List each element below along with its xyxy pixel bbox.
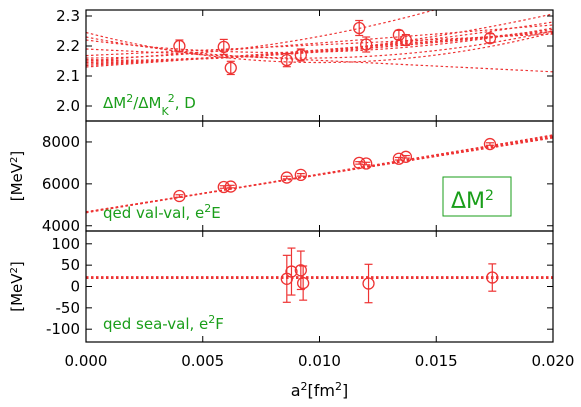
fit-curve	[86, 13, 553, 61]
fit-curve	[86, 24, 553, 62]
data-point	[173, 189, 186, 203]
data-point	[294, 48, 307, 62]
fit-curve	[86, 31, 553, 68]
fit-curve	[86, 28, 553, 64]
x-axis-label: a2[fm2]	[291, 380, 349, 401]
fit-curves	[86, 276, 553, 279]
fit-curve	[86, 31, 553, 65]
data-point	[360, 157, 373, 170]
data-point	[483, 137, 497, 151]
panel-dm2: 4000 6000 8000 qed val-val, e2E ΔM2 [MeV2]	[8, 120, 554, 235]
big-label: ΔM2	[451, 188, 494, 214]
y-tick-label: -50	[56, 299, 81, 317]
data-point	[353, 21, 366, 35]
y-tick-label: 2.1	[56, 67, 80, 85]
x-tick-label: 0.015	[415, 352, 458, 370]
fit-curve	[86, 10, 437, 59]
data-point	[399, 150, 413, 163]
data-point	[360, 38, 373, 51]
data-point	[399, 33, 413, 47]
fit-curve	[86, 134, 553, 213]
y-tick-label: 8000	[42, 133, 80, 151]
data-point	[173, 39, 186, 53]
fit-curve	[86, 31, 553, 64]
fit-curve	[86, 30, 553, 59]
fit-curves	[86, 10, 553, 73]
y-tick-label: 4000	[42, 217, 80, 235]
data-point	[353, 156, 366, 170]
panel-annotation: qed sea-val, e2F	[103, 313, 224, 334]
data-points	[280, 247, 499, 304]
panel-ratio: 2.0 2.1 2.2 2.3 ΔM2/ΔMK2, D	[56, 7, 554, 122]
data-point	[217, 40, 230, 54]
y-tick-label: 100	[51, 235, 80, 253]
data-point	[294, 168, 307, 181]
data-point	[483, 32, 497, 45]
fit-curve	[86, 21, 553, 62]
x-tick-label: 0.020	[532, 352, 575, 370]
y-tick-label: -100	[46, 320, 80, 338]
panel-annotation: qed val-val, e2E	[103, 202, 221, 223]
x-tick-label: 0.005	[181, 352, 224, 370]
y-tick-label: 2.2	[56, 37, 80, 55]
panel-frame	[85, 230, 554, 343]
panel-annotation: ΔM2/ΔMK2, D	[103, 92, 196, 118]
y-axis-label: [MeV2]	[8, 261, 26, 312]
x-tick-label: 0.010	[298, 352, 341, 370]
fit-curves	[86, 134, 553, 214]
y-tick-label: 0	[70, 278, 80, 296]
big-label-box	[442, 176, 512, 217]
y-tick-label: 2.0	[56, 97, 80, 115]
fit-curve	[86, 27, 553, 54]
y-axis-label: [MeV2]	[8, 151, 26, 202]
data-point	[280, 171, 293, 184]
y-tick-label: 2.3	[56, 7, 80, 25]
data-point	[217, 180, 230, 194]
data-point	[486, 271, 499, 284]
data-points	[173, 137, 497, 203]
data-point	[280, 53, 293, 67]
data-point	[294, 264, 307, 277]
panel-sea: -100 -50 0 50 100 qed sea-val, e2F [MeV2]	[8, 230, 554, 343]
data-point	[224, 180, 237, 193]
data-points	[173, 19, 497, 76]
y-tick-label: 6000	[42, 175, 80, 193]
data-point	[224, 61, 237, 75]
y-tick-label: 50	[61, 256, 80, 274]
x-tick-label: 0.000	[65, 352, 108, 370]
data-point	[362, 277, 375, 290]
data-point	[392, 152, 406, 165]
data-point	[297, 276, 310, 290]
data-point	[285, 265, 298, 278]
